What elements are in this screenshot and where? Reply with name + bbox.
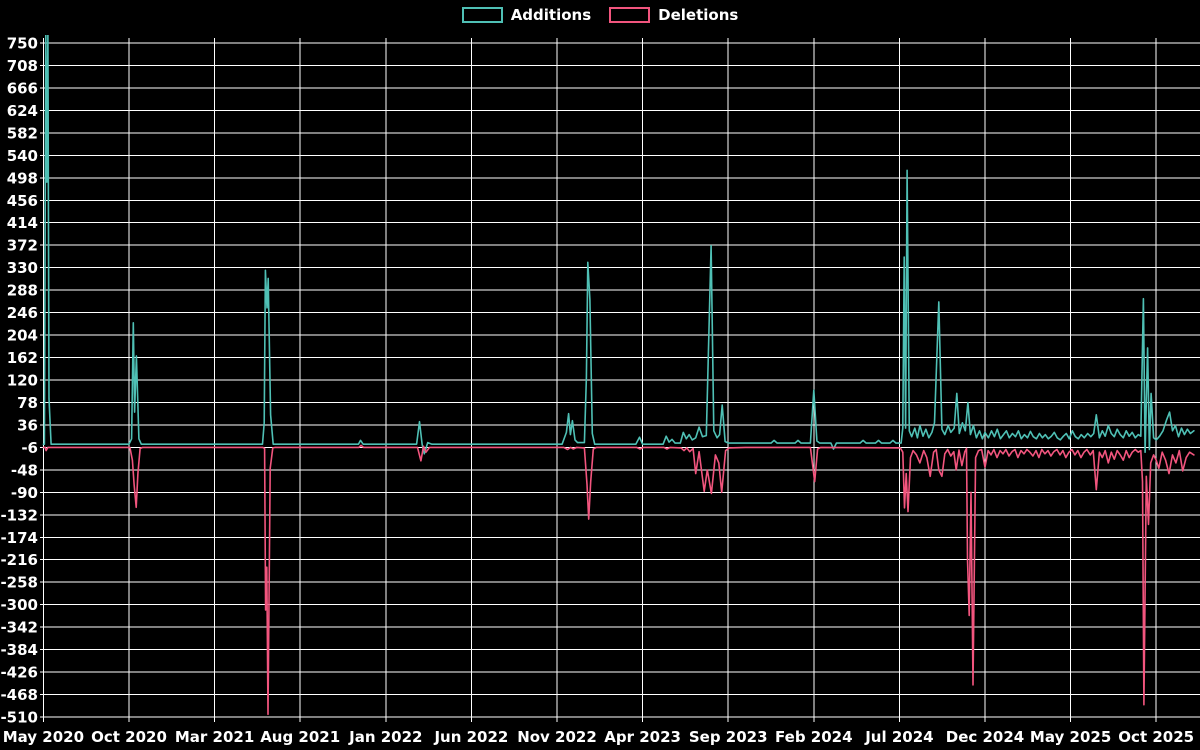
y-tick-label: -468 xyxy=(0,686,38,704)
x-tick-label: Sep 2023 xyxy=(689,728,768,746)
x-axis-tick-labels: May 2020 Oct 2020 Mar 2021 Aug 2021 Jan 2022… xyxy=(3,728,1194,746)
y-tick-label: 246 xyxy=(7,304,38,322)
x-tick-label: Jun 2022 xyxy=(433,728,508,746)
additions-line xyxy=(42,35,1195,455)
y-tick-label: -6 xyxy=(21,439,38,457)
deletions-line xyxy=(42,444,1195,716)
y-tick-label: 288 xyxy=(7,282,38,300)
series-lines xyxy=(42,35,1195,716)
x-tick-label: Jan 2022 xyxy=(348,728,422,746)
x-tick-label: May 2020 xyxy=(3,728,84,746)
y-tick-label: -90 xyxy=(11,484,38,502)
x-tick-label: Feb 2024 xyxy=(775,728,853,746)
y-tick-label: -384 xyxy=(0,641,38,659)
y-tick-label: -216 xyxy=(0,551,38,569)
y-tick-label: -426 xyxy=(0,664,38,682)
y-tick-label: 540 xyxy=(7,147,38,165)
y-tick-label: 498 xyxy=(7,169,38,187)
y-tick-label: 204 xyxy=(7,327,38,345)
y-tick-label: 162 xyxy=(7,349,38,367)
y-tick-label: 582 xyxy=(7,124,38,142)
gridlines xyxy=(40,38,1200,722)
y-tick-label: 456 xyxy=(7,192,38,210)
x-tick-label: Aug 2021 xyxy=(260,728,340,746)
y-tick-label: -132 xyxy=(0,506,38,524)
additions-legend-label: Additions xyxy=(510,5,592,24)
y-tick-label: 330 xyxy=(7,259,38,277)
y-tick-label: -300 xyxy=(0,596,38,614)
x-tick-label: Nov 2022 xyxy=(517,728,597,746)
y-tick-label: -510 xyxy=(0,709,38,727)
y-tick-label: 414 xyxy=(7,214,38,232)
y-tick-label: 120 xyxy=(7,372,38,390)
deletions-legend-label: Deletions xyxy=(658,5,739,24)
x-tick-label: Oct 2025 xyxy=(1118,728,1194,746)
y-tick-label: -258 xyxy=(0,574,38,592)
x-tick-label: Oct 2020 xyxy=(91,728,167,746)
legend-item-additions[interactable]: Additions xyxy=(461,5,592,24)
y-tick-label: -342 xyxy=(0,619,38,637)
deletions-swatch xyxy=(609,7,651,23)
y-tick-label: 372 xyxy=(7,237,38,255)
y-tick-label: -174 xyxy=(0,529,38,547)
y-tick-label: 78 xyxy=(17,394,38,412)
y-tick-label: -48 xyxy=(11,461,38,479)
y-tick-label: 624 xyxy=(7,102,38,120)
y-axis-tick-labels: 750 708 666 624 582 540 498 456 414 372 330 288 246 2… xyxy=(0,35,38,727)
y-tick-label: 708 xyxy=(7,57,38,75)
additions-swatch xyxy=(461,7,503,23)
y-tick-label: 666 xyxy=(7,79,38,97)
y-tick-label: 36 xyxy=(17,416,38,434)
x-tick-label: Mar 2021 xyxy=(175,728,254,746)
x-tick-label: Dec 2024 xyxy=(946,728,1025,746)
x-tick-label: Apr 2023 xyxy=(604,728,681,746)
x-tick-label: May 2025 xyxy=(1030,728,1111,746)
chart-legend: Additions Deletions xyxy=(0,7,1200,23)
y-tick-label: 750 xyxy=(7,35,38,53)
legend-item-deletions[interactable]: Deletions xyxy=(609,7,738,23)
x-tick-label: Jul 2024 xyxy=(864,728,933,746)
